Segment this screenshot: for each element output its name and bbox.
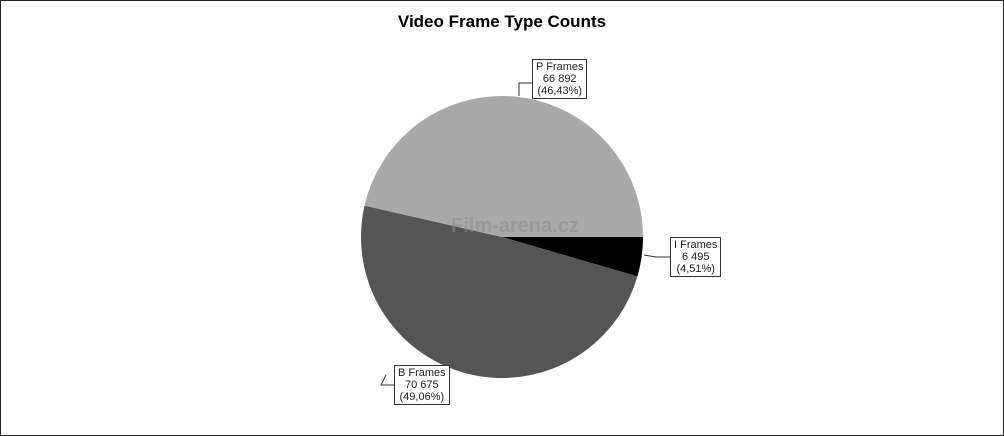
leader-line — [380, 374, 394, 386]
watermark: Film-arena.cz — [451, 215, 579, 237]
slice-label-value: 70 675 — [405, 379, 439, 391]
slice-label-name: B Frames — [398, 367, 446, 379]
slice-label-p-frames: P Frames 66 892 (46,43%) — [532, 59, 588, 99]
slice-label-b-frames: B Frames 70 675 (49,06%) — [394, 365, 450, 405]
pie-slice-b-frames — [361, 205, 638, 378]
slice-label-percent: (46,43%) — [537, 85, 583, 97]
slice-label-name: I Frames — [674, 239, 718, 251]
leader-line — [518, 82, 532, 96]
slice-label-percent: (4,51%) — [676, 263, 715, 275]
slice-label-name: P Frames — [536, 61, 584, 73]
slice-label-i-frames: I Frames 6 495 (4,51%) — [670, 237, 722, 277]
slice-label-value: 6 495 — [681, 251, 710, 263]
slice-label-value: 66 892 — [542, 73, 577, 85]
leader-line — [643, 254, 670, 258]
pie-slice-p-frames — [364, 96, 643, 237]
chart-title: Video Frame Type Counts — [397, 12, 607, 31]
pie-slice-i-frames — [502, 237, 643, 277]
slice-label-percent: (49,06%) — [399, 391, 445, 403]
